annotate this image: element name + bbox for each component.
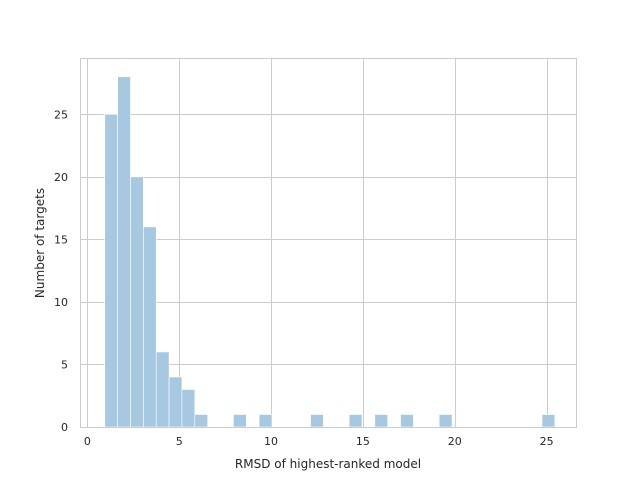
histogram-bar — [117, 76, 131, 428]
histogram-bar — [168, 376, 183, 428]
histogram-bar — [374, 414, 389, 428]
y-tick-label: 0 — [61, 421, 68, 434]
x-tick-label: 0 — [84, 435, 91, 448]
y-tick-label: 10 — [54, 296, 68, 309]
x-tick-label: 15 — [356, 435, 370, 448]
histogram-bar — [233, 414, 247, 428]
histogram-bar — [348, 414, 363, 428]
histogram-bar — [143, 226, 157, 428]
histogram-bar — [258, 414, 273, 428]
x-tick-label: 5 — [176, 435, 183, 448]
y-tick-label: 15 — [54, 233, 68, 246]
x-tick-label: 20 — [448, 435, 462, 448]
histogram-bar — [400, 414, 414, 428]
y-tick-label: 5 — [61, 358, 68, 371]
y-axis-label: Number of targets — [33, 188, 47, 298]
histogram-bars — [104, 76, 556, 428]
histogram-bar — [310, 414, 324, 428]
x-tick-label: 10 — [264, 435, 278, 448]
histogram-bar — [155, 351, 170, 428]
y-tick-label: 25 — [54, 108, 68, 121]
x-axis-label: RMSD of highest-ranked model — [235, 457, 421, 471]
tick-labels: 0 5 10 15 20 25 0 5 10 15 20 25 — [54, 108, 554, 448]
x-tick-label: 25 — [540, 435, 554, 448]
y-tick-label: 20 — [54, 171, 68, 184]
histogram-bar — [130, 176, 144, 428]
histogram-bar — [194, 414, 208, 428]
plot-frame — [80, 58, 577, 428]
histogram-bar — [541, 414, 556, 428]
histogram-bar — [438, 414, 453, 428]
histogram-bar — [104, 113, 118, 428]
histogram-bar — [181, 389, 196, 428]
